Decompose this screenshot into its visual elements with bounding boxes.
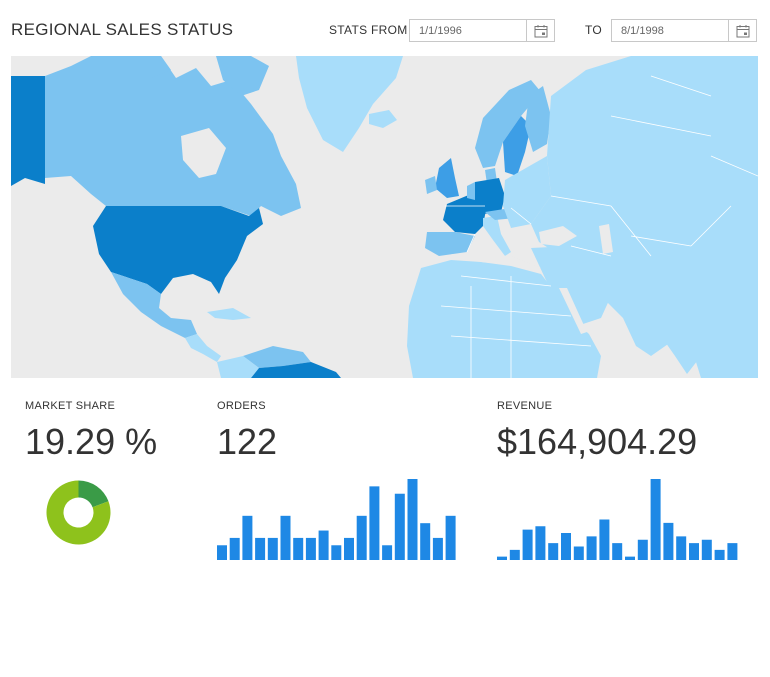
region-alaska[interactable]: [11, 76, 45, 186]
calendar-icon[interactable]: [728, 20, 756, 41]
orders-bar: [394, 493, 405, 560]
revenue-bar: [701, 539, 712, 560]
region-india[interactable]: [651, 302, 711, 374]
region-mexico[interactable]: [111, 272, 197, 338]
revenue-bar: [573, 546, 584, 560]
page-title: REGIONAL SALES STATUS: [11, 20, 234, 39]
region-africa[interactable]: [407, 260, 601, 378]
market-share-label: MARKET SHARE: [25, 400, 116, 412]
donut-slice-share: [78, 480, 109, 508]
revenue-value: $164,904.29: [497, 421, 698, 462]
orders-bar: [407, 479, 418, 560]
revenue-bar: [689, 543, 699, 560]
region-canada[interactable]: [45, 56, 301, 216]
orders-bar: [267, 537, 278, 560]
revenue-bar-chart: [497, 479, 738, 560]
orders-value: 122: [217, 421, 278, 462]
region-arctic-islands[interactable]: [111, 56, 171, 78]
orders-bar: [318, 530, 329, 560]
region-iceland[interactable]: [369, 110, 397, 128]
region-france[interactable]: [443, 194, 487, 234]
market-share-value: 19.29 %: [25, 421, 158, 462]
calendar-icon[interactable]: [526, 20, 554, 41]
orders-bar: [432, 537, 443, 560]
world-map: [11, 56, 758, 378]
header: REGIONAL SALES STATUS STATS FROM TO: [0, 0, 770, 56]
revenue-bar: [727, 543, 738, 560]
revenue-bar: [663, 522, 674, 560]
region-ireland[interactable]: [425, 176, 437, 194]
orders-bar: [242, 515, 253, 560]
market-share-donut-chart: [46, 480, 111, 545]
orders-bar: [255, 537, 266, 560]
region-brazil[interactable]: [251, 362, 341, 378]
region-caribbean[interactable]: [207, 308, 251, 320]
to-date-picker[interactable]: [611, 19, 757, 42]
orders-bar: [382, 545, 393, 560]
revenue-label: REVENUE: [497, 400, 553, 412]
orders-bar: [369, 486, 380, 560]
revenue-bar: [548, 543, 559, 560]
revenue-bar: [676, 536, 687, 560]
to-label: TO: [585, 23, 603, 37]
region-sweden[interactable]: [503, 116, 531, 176]
region-russia-asia[interactable]: [531, 56, 758, 378]
revenue-bar: [586, 536, 597, 560]
region-colombia[interactable]: [217, 356, 259, 378]
revenue-bar: [522, 529, 533, 560]
region-italy[interactable]: [483, 216, 511, 256]
region-germany[interactable]: [475, 178, 505, 214]
orders-bar: [356, 515, 367, 560]
orders-bar: [445, 515, 456, 560]
stats-from-label: STATS FROM: [329, 23, 408, 37]
region-benelux[interactable]: [467, 182, 475, 200]
revenue-bar: [650, 479, 661, 560]
region-venezuela[interactable]: [243, 346, 311, 368]
orders-bar: [217, 545, 227, 560]
revenue-bar: [497, 556, 507, 560]
orders-bar: [305, 537, 316, 560]
donut-slice-rest: [46, 480, 111, 545]
orders-bar: [420, 523, 431, 560]
orders-bar: [280, 515, 291, 560]
revenue-bar: [561, 533, 571, 560]
region-norway[interactable]: [475, 80, 541, 168]
to-date-input[interactable]: [612, 20, 726, 41]
revenue-bar: [637, 539, 648, 560]
revenue-bar: [535, 526, 546, 560]
region-uk[interactable]: [435, 158, 459, 198]
revenue-bar: [625, 556, 635, 560]
region-finland[interactable]: [525, 86, 551, 152]
sales-map[interactable]: [11, 56, 758, 378]
orders-bar-chart: [217, 479, 456, 560]
orders-label: ORDERS: [217, 400, 266, 412]
orders-bar: [331, 545, 342, 560]
revenue-bar: [714, 549, 725, 560]
revenue-bar: [612, 543, 623, 560]
from-date-input[interactable]: [410, 20, 524, 41]
region-greenland[interactable]: [296, 56, 403, 152]
from-date-picker[interactable]: [409, 19, 555, 42]
revenue-bar: [599, 519, 610, 560]
orders-bar: [293, 537, 304, 560]
region-eastern-europe[interactable]: [503, 156, 551, 228]
orders-bar: [344, 537, 354, 560]
region-iberia[interactable]: [425, 232, 475, 256]
region-central-america[interactable]: [185, 334, 221, 362]
revenue-bar: [509, 549, 520, 560]
region-usa[interactable]: [93, 206, 263, 294]
region-middle-east[interactable]: [531, 246, 611, 326]
orders-bar: [229, 537, 240, 560]
